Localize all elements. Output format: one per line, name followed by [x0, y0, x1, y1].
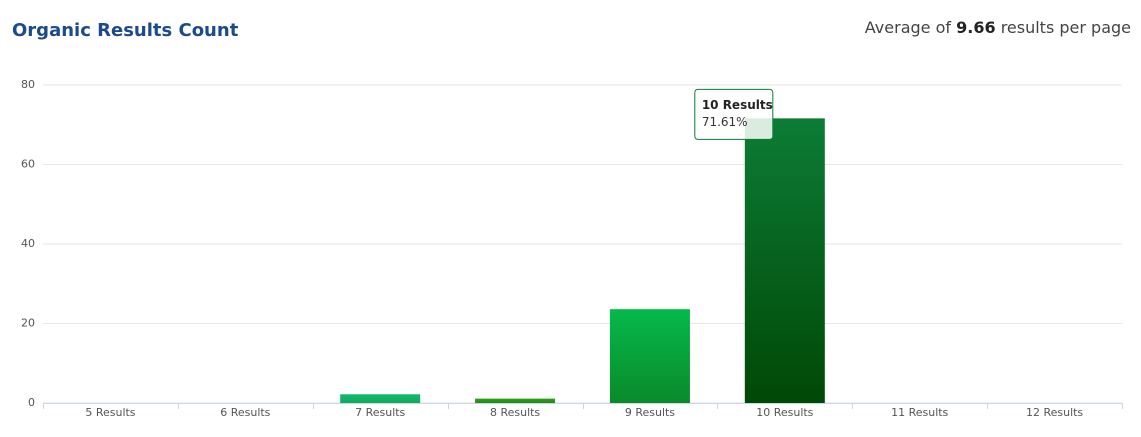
subtitle: Average of 9.66 results per page	[865, 18, 1131, 37]
y-tick-label: 60	[21, 158, 35, 171]
y-tick-label: 0	[28, 396, 35, 409]
chart-title: Organic Results Count	[12, 20, 239, 41]
tooltip-title: 10 Results	[702, 98, 773, 112]
x-tick-label: 8 Results	[490, 406, 540, 419]
y-tick-label: 40	[21, 237, 35, 250]
bar	[475, 398, 556, 403]
x-tick-label: 9 Results	[625, 406, 675, 419]
x-tick-label: 11 Results	[891, 406, 948, 419]
x-tick-label: 10 Results	[756, 406, 813, 419]
x-tick-label: 7 Results	[355, 406, 405, 419]
average-value: 9.66	[956, 18, 995, 37]
bar	[744, 118, 825, 403]
tooltip-value: 71.61%	[702, 115, 748, 129]
subtitle-text: results per page	[1001, 18, 1131, 37]
y-tick-label: 80	[21, 78, 35, 91]
x-tick-label: 6 Results	[220, 406, 270, 419]
tooltip	[694, 88, 774, 140]
bar	[340, 394, 421, 403]
subtitle-text: Average of	[865, 18, 952, 37]
x-tick-label: 5 Results	[85, 406, 135, 419]
y-tick-label: 20	[21, 317, 35, 330]
bar	[609, 309, 690, 403]
x-tick-label: 12 Results	[1026, 406, 1083, 419]
